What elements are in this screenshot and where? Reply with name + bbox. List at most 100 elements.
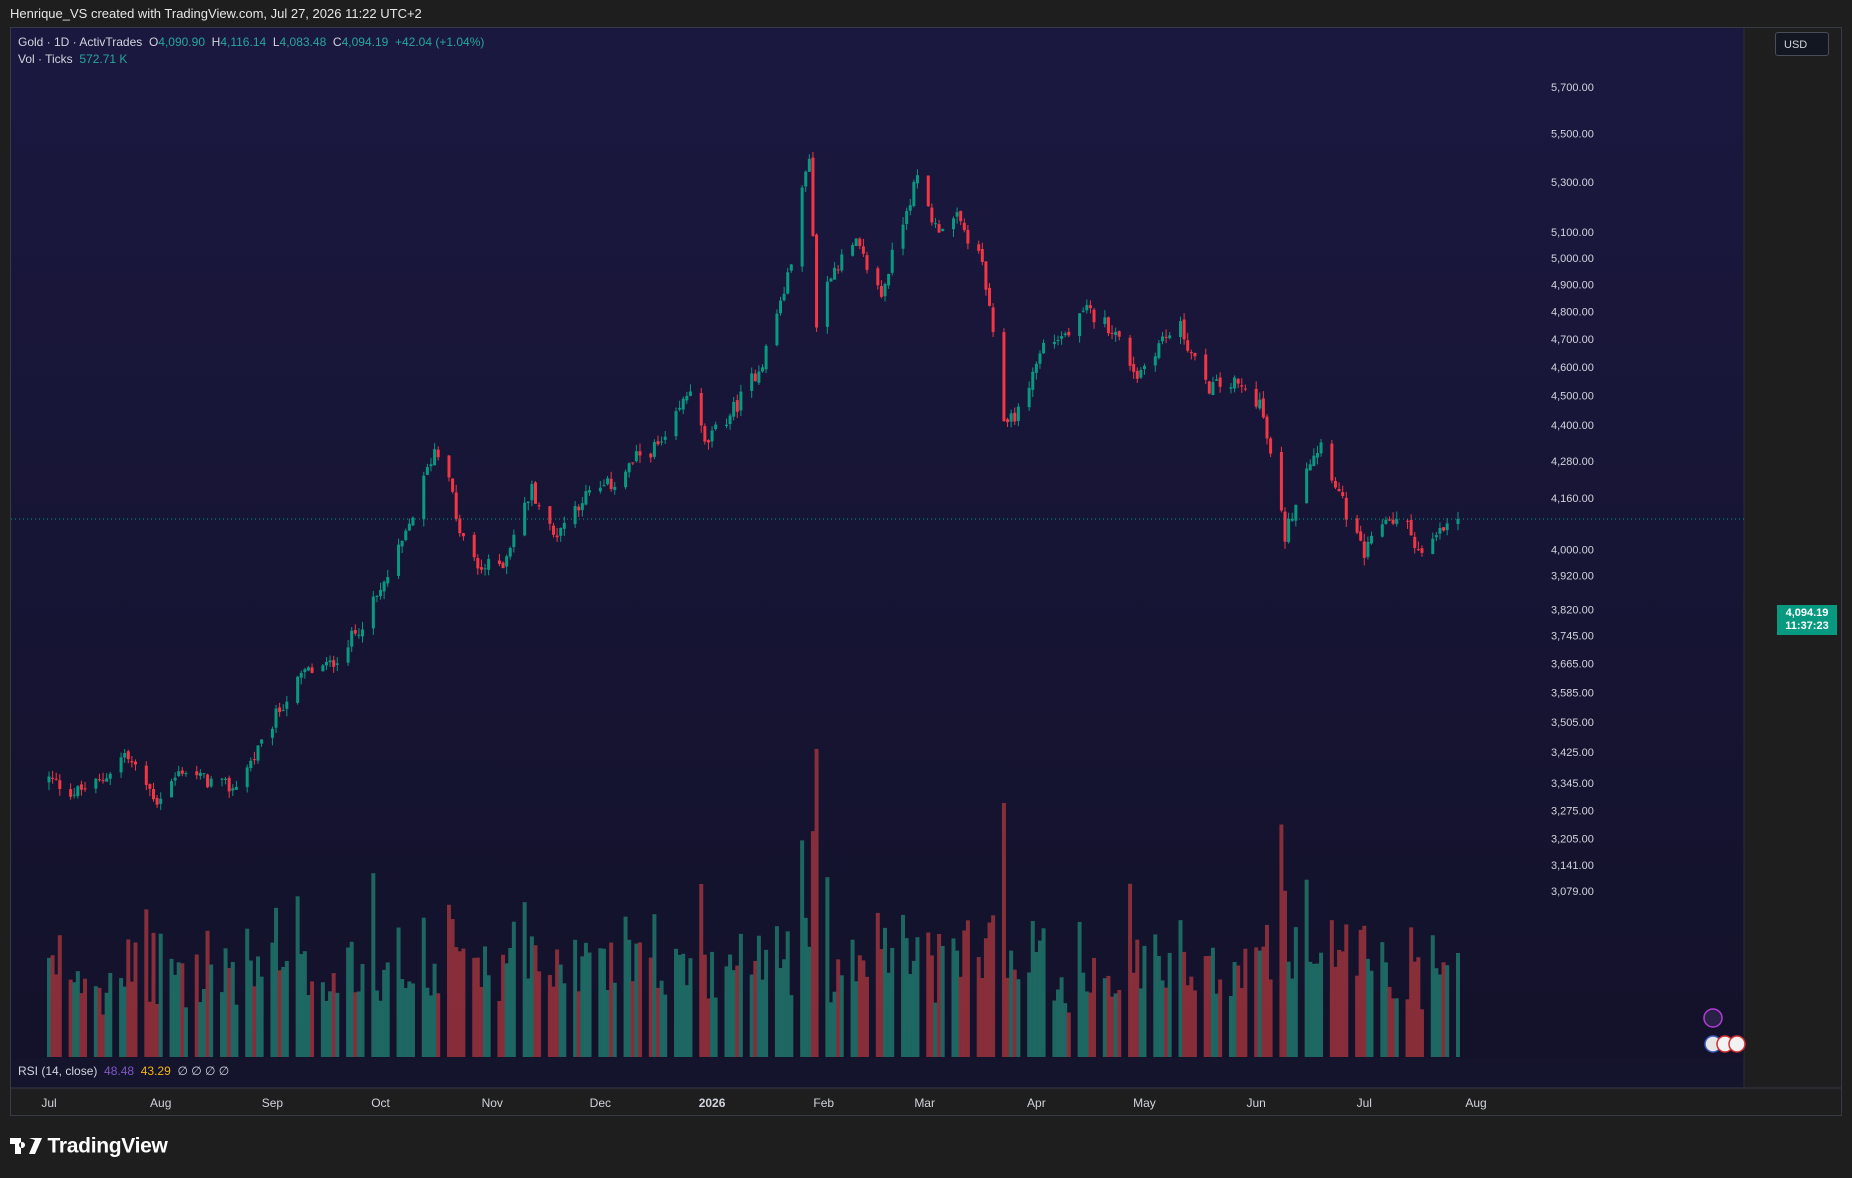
candle-body [926,175,930,207]
volume-bar [583,942,588,1057]
volume-bar [104,992,109,1057]
candle-body [123,753,127,758]
volume-bar [446,904,451,1057]
volume-bar [1268,979,1273,1057]
volume-bar [652,914,657,1057]
currency-button[interactable]: USD [1775,32,1829,56]
volume-bar [612,982,617,1057]
volume-bar [508,948,513,1057]
volume-bar [537,971,542,1057]
candle-body [400,540,404,547]
chart-area[interactable]: 5,700.00 5,500.00 5,300.00 5,100.00 5,000.00… [10,27,1842,1116]
time-tick-label: Sep [262,1096,284,1110]
volume-bar [677,954,682,1057]
candle-body [681,398,685,410]
ohlc-legend: Gold · 1D · ActivTrades O4,090.90 H4,116… [18,34,484,51]
bar-countdown: 11:37:23 [1785,620,1829,632]
candle-body [901,224,905,249]
volume-bar [1311,963,1316,1057]
candle-body [299,672,303,678]
time-tick-label: Jul [41,1096,56,1110]
volume-bar [151,932,156,1057]
lightning-event-icon [1703,1008,1723,1028]
candle-body [879,286,883,297]
volume-bar [825,877,830,1057]
candle-body [638,451,642,456]
volume-bar [1340,951,1345,1057]
volume-bar [1419,1009,1424,1057]
volume-bar [890,947,895,1057]
volume-bar [1037,940,1042,1057]
volume-bar [908,974,913,1057]
volume-bar [306,995,311,1057]
candle-body [108,773,112,779]
candle-body [854,238,858,246]
candle-body [724,424,728,427]
volume-bar [630,981,635,1057]
volume-bar [122,986,127,1057]
chart-svg[interactable]: 5,700.00 5,500.00 5,300.00 5,100.00 5,000.00… [11,28,1842,1116]
volume-bar [749,974,754,1057]
candle-body [1056,340,1060,342]
volume-bar [1283,890,1288,1057]
candle-body [270,728,274,738]
candle-body [861,246,865,254]
volume-bar [879,949,884,1057]
candle-body [1445,523,1449,531]
volume-bar [522,902,527,1057]
volume-bar [883,927,888,1057]
candle-body [1229,387,1233,389]
volume-bar [699,884,704,1057]
volume-bar [1362,925,1367,1057]
candle-body [155,798,159,805]
candle-body [580,503,584,511]
candle-body [807,158,811,172]
candle-body [890,249,894,273]
candle-body [1189,352,1193,354]
candle-body [1168,335,1172,339]
volume-bar [1279,824,1284,1057]
candle-body [584,491,588,505]
volume-bar [1052,1000,1057,1057]
candle-body [1135,370,1139,379]
volume-bar [627,939,632,1057]
candle-body [184,773,188,775]
candle-body [357,634,361,636]
last-price-badge: 4,094.19 11:37:23 [1777,605,1837,635]
price-tick-label: 3,920.00 [1551,571,1594,583]
candle-body [1042,342,1046,354]
volume-bar [1210,947,1215,1057]
candle-body [941,228,945,232]
candle-body [379,589,383,596]
volume-bar [219,992,224,1057]
candle-body [1013,412,1017,422]
candle-body [476,558,480,569]
volume-bar [346,947,351,1057]
price-tick-label: 3,665.00 [1551,659,1594,671]
price-tick-label: 5,000.00 [1551,253,1594,265]
price-tick-label: 4,000.00 [1551,544,1594,556]
volume-bar [335,992,340,1057]
volume-bar [789,995,794,1057]
volume-bar [1405,999,1410,1057]
candle-body [72,794,76,796]
time-tick-label: Jun [1247,1096,1266,1110]
candle-body [371,596,375,629]
candle-body [1359,531,1363,541]
volume-bar [1315,963,1320,1057]
volume-bar [580,956,585,1057]
volume-bar [400,979,405,1057]
volume-bar [176,962,181,1057]
candle-body [1128,337,1132,366]
candle-body [1442,527,1446,531]
price-tick-label: 3,585.00 [1551,687,1594,699]
volume-bar [245,928,250,1057]
volume-bar [1156,955,1161,1057]
candle-body [1160,336,1164,342]
price-tick-label: 4,700.00 [1551,334,1594,346]
volume-bar [1333,966,1338,1057]
tradingview-logo[interactable]: TradingView [10,1134,168,1164]
candle-body [126,751,130,760]
volume-bar [396,927,401,1057]
candle-body [94,778,98,789]
